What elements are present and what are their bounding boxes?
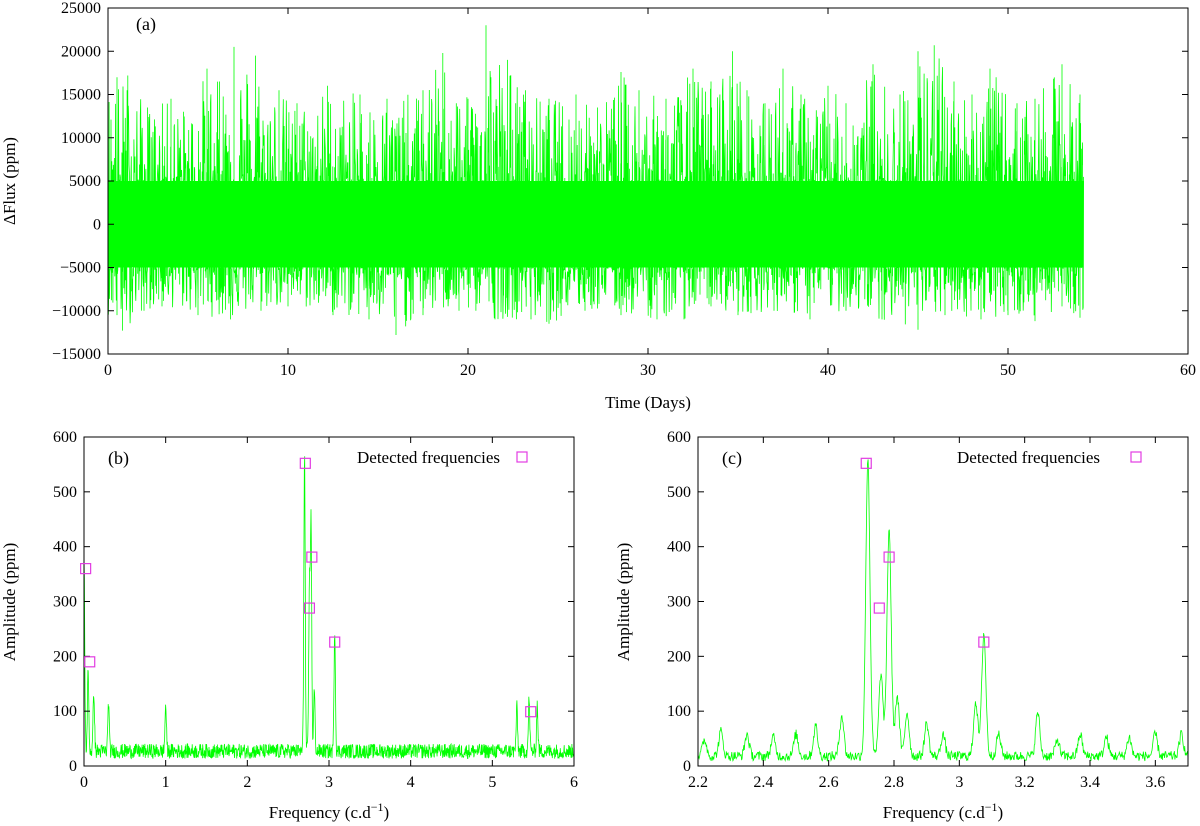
- panel-c-ticks: 2.2 2.4 2.6 2.8 3 3.2 3.4 3.6 0 100 200 300 400 500 60…: [667, 429, 1188, 791]
- y-tick-label: 0: [69, 758, 77, 775]
- y-tick-label: 300: [53, 594, 77, 611]
- detected-frequency-marker: [978, 636, 990, 648]
- detected-frequency-marker: [299, 457, 311, 469]
- x-tick-label: 5: [488, 774, 496, 791]
- y-tick-label: 400: [667, 539, 691, 556]
- y-tick-label: 200: [53, 648, 77, 665]
- y-tick-label: 10000: [61, 130, 101, 147]
- detected-frequency-marker: [84, 656, 96, 668]
- x-tick-label: 50: [1000, 362, 1016, 379]
- x-tick-label: 2.6: [819, 774, 839, 791]
- detected-frequency-marker: [329, 636, 341, 648]
- x-tick-label: 3: [955, 774, 963, 791]
- y-tick-label: 600: [667, 429, 691, 446]
- y-tick-label: 20000: [61, 43, 101, 60]
- y-tick-label: 0: [93, 216, 101, 233]
- panel-c-frame: [697, 436, 1189, 767]
- x-tick-label: 3.4: [1080, 774, 1100, 791]
- detected-frequency-marker: [873, 602, 885, 614]
- panel-b-ticks: 0 1 2 3 4 5 6 0 100 200 300 400 500 600: [53, 429, 578, 791]
- series-line: [83, 456, 575, 760]
- x-tick-label: 60: [1180, 362, 1196, 379]
- x-tick-label: 2.8: [884, 774, 904, 791]
- y-tick-label: 100: [53, 703, 77, 720]
- panel-a-ticks: 0 10 20 30 40 50 60 −15000 −10000 −5000 0 5000 10000…: [52, 0, 1196, 379]
- detected-frequency-marker: [883, 551, 895, 563]
- y-tick-label: 0: [683, 758, 691, 775]
- detected-frequency-marker: [525, 706, 537, 718]
- panel-b-frame: [83, 436, 575, 767]
- series-line: [697, 459, 1189, 762]
- panel-b-ylabel: Amplitude (ppm): [0, 543, 19, 662]
- panel-b-xlabel: Frequency (c.d−1): [269, 800, 389, 822]
- x-tick-label: 20: [460, 362, 476, 379]
- panel-c-legend-marker: [1130, 451, 1142, 463]
- y-tick-label: 400: [53, 539, 77, 556]
- y-tick-label: 300: [667, 594, 691, 611]
- panel-a: 0 10 20 30 40 50 60 −15000 −10000 −5000 0 5000 10000…: [0, 0, 1196, 412]
- x-tick-label: 6: [570, 774, 578, 791]
- y-tick-label: −10000: [52, 303, 101, 320]
- x-tick-label: 2: [243, 774, 251, 791]
- y-tick-label: 500: [667, 484, 691, 501]
- y-tick-label: 5000: [69, 173, 101, 190]
- x-tick-label: 3: [325, 774, 333, 791]
- x-tick-label: 3.2: [1015, 774, 1035, 791]
- panel-c-ylabel: Amplitude (ppm): [614, 543, 633, 662]
- panel-b-signal: [83, 456, 575, 760]
- x-tick-label: 1: [162, 774, 170, 791]
- detected-frequency-marker: [303, 602, 315, 614]
- x-tick-label: 0: [104, 362, 112, 379]
- panel-c-markers: [860, 457, 990, 648]
- series-line: [107, 25, 1084, 335]
- x-tick-label: 0: [80, 774, 88, 791]
- detected-frequency-marker: [860, 457, 872, 469]
- panel-a-xlabel: Time (Days): [605, 393, 691, 412]
- panel-c-label: (c): [722, 448, 742, 469]
- y-tick-label: 600: [53, 429, 77, 446]
- panel-c-legend-label: Detected frequencies: [957, 448, 1100, 467]
- panel-b-legend-label: Detected frequencies: [357, 448, 500, 467]
- panel-b: 0 1 2 3 4 5 6 0 100 200 300 400 500 600 (b) Detected …: [0, 429, 578, 822]
- y-tick-label: −15000: [52, 346, 101, 363]
- panel-c: 2.2 2.4 2.6 2.8 3 3.2 3.4 3.6 0 100 200 300 400 500 60…: [614, 429, 1189, 822]
- detected-frequency-marker: [80, 562, 92, 575]
- x-tick-label: 2.2: [688, 774, 708, 791]
- y-tick-label: 25000: [61, 0, 101, 17]
- y-tick-label: 500: [53, 484, 77, 501]
- panel-c-xlabel: Frequency (c.d−1): [883, 800, 1003, 822]
- x-tick-label: 40: [820, 362, 836, 379]
- y-tick-label: 100: [667, 703, 691, 720]
- x-tick-label: 10: [280, 362, 296, 379]
- x-tick-label: 4: [407, 774, 415, 791]
- y-tick-label: 15000: [61, 87, 101, 104]
- panel-b-label: (b): [108, 448, 129, 469]
- panel-b-legend-marker: [516, 451, 528, 463]
- panel-c-signal: [697, 459, 1189, 762]
- x-tick-label: 3.6: [1145, 774, 1165, 791]
- x-tick-label: 30: [640, 362, 656, 379]
- panel-b-markers: [80, 457, 537, 718]
- y-tick-label: 200: [667, 648, 691, 665]
- panel-a-signal: [107, 25, 1084, 335]
- panel-a-ylabel: ΔFlux (ppm): [0, 137, 19, 225]
- detected-frequency-marker: [306, 551, 318, 563]
- x-tick-label: 2.4: [753, 774, 773, 791]
- y-tick-label: −5000: [60, 260, 101, 277]
- panel-a-label: (a): [136, 14, 156, 35]
